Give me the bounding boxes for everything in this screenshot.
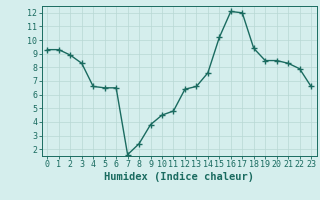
X-axis label: Humidex (Indice chaleur): Humidex (Indice chaleur) (104, 172, 254, 182)
